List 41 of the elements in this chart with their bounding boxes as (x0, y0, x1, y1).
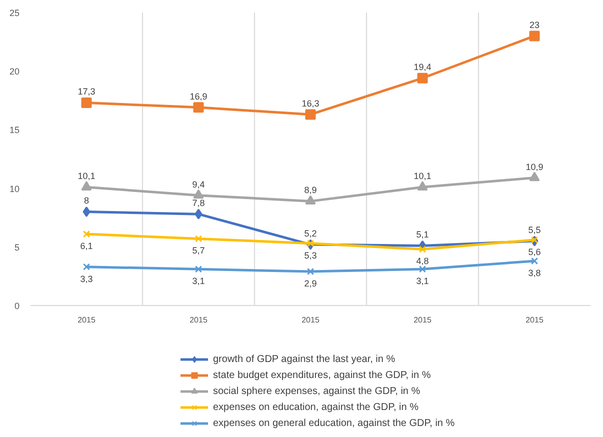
x-tick-label: 2015 (526, 316, 544, 324)
data-label: 5,7 (192, 246, 205, 256)
data-label: 4,8 (416, 256, 429, 266)
data-label: 5,3 (304, 250, 317, 260)
data-label: 10,1 (78, 171, 96, 182)
legend-label: state budget expenditures, against the GDP, in % (213, 368, 431, 382)
legend-label: social sphere expenses, against the GDP, in % (213, 384, 420, 398)
x-tick-label: 2015 (414, 316, 432, 324)
data-label: 8,9 (304, 185, 317, 196)
legend-label: expenses on general education, against the GDP, in % (213, 416, 455, 430)
x-tick-label: 2015 (302, 316, 320, 324)
data-label: 2,9 (304, 278, 317, 289)
data-label: 7,8 (192, 198, 205, 208)
data-label: 3,3 (80, 274, 93, 284)
y-tick-label: 0 (14, 301, 20, 311)
data-label: 8 (84, 196, 90, 206)
data-label: 17,3 (78, 86, 96, 97)
data-label: 6,1 (80, 241, 93, 252)
data-label: 10,9 (526, 162, 544, 172)
data-label: 5,6 (528, 246, 541, 257)
legend-label: expenses on education, against the GDP, in % (213, 400, 419, 414)
data-label: 3,1 (192, 276, 205, 286)
x-tick-label: 2015 (190, 316, 208, 324)
data-label: 19,4 (414, 62, 432, 72)
y-tick-label: 10 (9, 184, 20, 194)
data-label: 16,9 (190, 91, 208, 102)
data-label: 5,5 (528, 225, 541, 236)
y-tick-label: 20 (9, 66, 20, 77)
data-label: 5,2 (304, 228, 317, 239)
data-label: 16,3 (302, 98, 320, 108)
y-tick-label: 15 (9, 125, 20, 136)
data-label: 5,1 (416, 230, 429, 240)
data-label: 9,4 (192, 179, 205, 190)
y-tick-label: 25 (9, 8, 20, 18)
y-tick-label: 5 (14, 242, 20, 252)
data-label: 10,1 (414, 171, 432, 182)
x-tick-label: 2015 (78, 316, 96, 324)
legend-label: growth of GDP against the last year, in % (213, 352, 396, 366)
data-label: 23 (529, 20, 540, 30)
data-label: 3,1 (416, 276, 429, 286)
data-label: 3,8 (528, 268, 541, 278)
